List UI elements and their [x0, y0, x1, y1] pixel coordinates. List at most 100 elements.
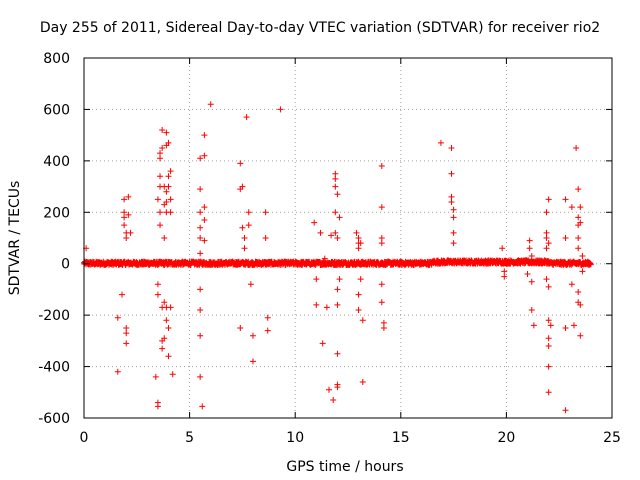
data-point	[568, 281, 575, 288]
data-point	[499, 245, 506, 252]
data-point	[197, 250, 204, 257]
data-point	[355, 291, 362, 298]
data-point	[437, 139, 444, 146]
data-point	[545, 335, 552, 342]
data-point	[123, 235, 130, 241]
data-point	[448, 145, 455, 151]
data-point	[334, 191, 341, 198]
data-point	[201, 132, 208, 139]
data-point	[579, 253, 586, 259]
data-point	[336, 276, 343, 283]
data-point	[543, 229, 550, 236]
data-point	[154, 196, 161, 203]
data-point	[359, 379, 366, 385]
data-point	[157, 155, 164, 162]
data-point	[543, 245, 550, 252]
data-point	[543, 276, 550, 283]
data-point	[501, 273, 508, 280]
data-point	[121, 196, 128, 203]
y-tick-label: 800	[43, 51, 70, 67]
data-point	[545, 283, 552, 290]
data-point	[357, 276, 364, 283]
data-point	[545, 240, 552, 247]
data-point	[163, 199, 170, 205]
data-point	[264, 327, 271, 334]
data-point	[355, 245, 362, 252]
data-point	[165, 353, 172, 360]
data-point	[277, 106, 284, 113]
data-point	[545, 317, 552, 324]
data-point	[197, 286, 204, 293]
x-tick-label: 5	[185, 430, 194, 446]
data-point	[378, 299, 385, 306]
data-point	[450, 229, 457, 236]
data-point	[357, 240, 364, 247]
y-tick-label: -200	[38, 308, 70, 324]
data-point	[380, 319, 387, 326]
data-point	[568, 204, 575, 211]
data-point	[161, 335, 168, 342]
data-point	[167, 168, 174, 175]
data-point	[197, 307, 204, 313]
data-point	[163, 129, 170, 136]
data-point	[163, 317, 170, 324]
data-point	[319, 340, 326, 347]
data-point	[575, 235, 582, 241]
data-point	[154, 291, 161, 298]
data-point	[163, 188, 170, 195]
data-point	[543, 209, 550, 216]
data-point	[262, 235, 269, 241]
data-point	[152, 373, 159, 380]
data-point	[528, 278, 535, 285]
data-point	[197, 155, 204, 162]
data-point	[450, 240, 457, 247]
y-tick-label: 600	[43, 102, 70, 118]
data-point	[167, 196, 174, 203]
data-point	[197, 373, 204, 380]
data-point	[157, 150, 164, 157]
data-point	[161, 299, 168, 306]
data-point	[545, 196, 552, 203]
data-point	[323, 304, 330, 311]
data-point	[239, 224, 246, 231]
x-tick-label: 15	[392, 430, 410, 446]
data-point	[332, 170, 339, 177]
data-point	[243, 114, 250, 121]
data-point	[201, 237, 208, 244]
data-point	[380, 325, 387, 331]
x-tick-label: 25	[603, 430, 621, 446]
data-point	[450, 214, 457, 221]
plot-frame	[83, 57, 613, 419]
data-point	[355, 307, 362, 313]
data-point	[579, 268, 586, 275]
data-point	[577, 332, 584, 339]
data-point	[119, 291, 126, 298]
data-point	[197, 332, 204, 339]
data-point	[159, 127, 166, 133]
y-tick-label: 400	[43, 154, 70, 170]
data-point	[545, 343, 552, 349]
data-point	[317, 229, 324, 236]
data-point	[545, 363, 552, 370]
chart-title: Day 255 of 2011, Sidereal Day-to-day VTE…	[40, 20, 600, 36]
data-point	[127, 229, 134, 236]
data-point	[121, 214, 128, 221]
baseline-point	[587, 261, 594, 268]
data-point	[197, 209, 204, 216]
data-point	[264, 314, 271, 321]
data-point	[577, 219, 584, 226]
data-point	[328, 232, 335, 239]
data-point	[448, 170, 455, 177]
data-point	[378, 240, 385, 247]
data-point	[159, 145, 166, 151]
data-point	[165, 173, 172, 180]
data-point	[575, 289, 582, 295]
data-point	[332, 175, 339, 182]
y-tick-label: 200	[43, 205, 70, 221]
data-point	[332, 183, 339, 190]
data-points	[81, 101, 594, 414]
data-point	[450, 206, 457, 213]
data-point	[330, 397, 337, 403]
data-point	[197, 186, 204, 193]
data-point	[245, 209, 252, 216]
